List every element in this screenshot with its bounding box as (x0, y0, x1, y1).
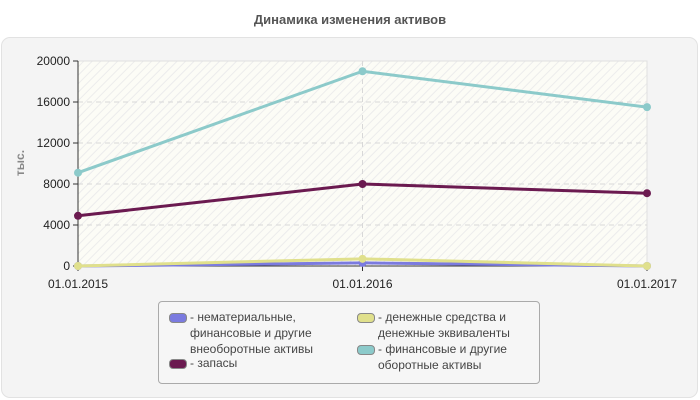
data-point[interactable] (74, 262, 82, 270)
legend-item-current-assets[interactable]: - финансовые и другие оборотные активы (357, 341, 507, 373)
y-tick-label: 16000 (37, 95, 71, 109)
data-point[interactable] (358, 254, 367, 263)
x-tick-label: 01.01.2015 (48, 277, 108, 291)
data-point[interactable] (358, 67, 367, 76)
axis-labels: 0 4000 8000 12000 16000 20000 01.01.2015 01.01.… (37, 54, 678, 291)
legend-swatch (357, 345, 375, 355)
data-point[interactable] (643, 262, 651, 270)
y-tick-label: 0 (63, 259, 70, 273)
data-point[interactable] (358, 180, 367, 188)
series-lines (74, 67, 651, 270)
y-tick-label: 20000 (37, 54, 71, 68)
y-tick-label: 8000 (43, 177, 70, 191)
legend: - нематериальные, финансовые и другие вн… (158, 301, 540, 384)
legend-item-inventory[interactable]: - запасы (169, 355, 237, 371)
data-point[interactable] (74, 211, 82, 220)
legend-swatch (169, 313, 187, 323)
legend-item-cash[interactable]: - денежные средства и денежные эквивален… (357, 309, 510, 341)
data-point[interactable] (643, 189, 651, 198)
data-point[interactable] (74, 168, 82, 177)
y-tick-label: 4000 (43, 218, 70, 232)
legend-swatch (169, 359, 187, 369)
x-tick-label: 01.01.2016 (332, 277, 392, 291)
x-tick-label: 01.01.2017 (617, 277, 677, 291)
gridlines (78, 61, 647, 266)
legend-swatch (357, 313, 375, 323)
y-axis-label: тыс. (13, 150, 27, 176)
chart-title: Динамика изменения активов (253, 12, 447, 27)
legend-item-intangible[interactable]: - нематериальные, финансовые и другие вн… (169, 309, 313, 357)
legend-label: - запасы (190, 356, 238, 370)
y-tick-label: 12000 (37, 136, 71, 150)
legend-label: - нематериальные, финансовые и другие вн… (190, 310, 313, 356)
legend-label: - финансовые и другие оборотные активы (378, 342, 507, 372)
legend-label: - денежные средства и денежные эквивален… (378, 310, 510, 340)
data-point[interactable] (643, 103, 651, 112)
